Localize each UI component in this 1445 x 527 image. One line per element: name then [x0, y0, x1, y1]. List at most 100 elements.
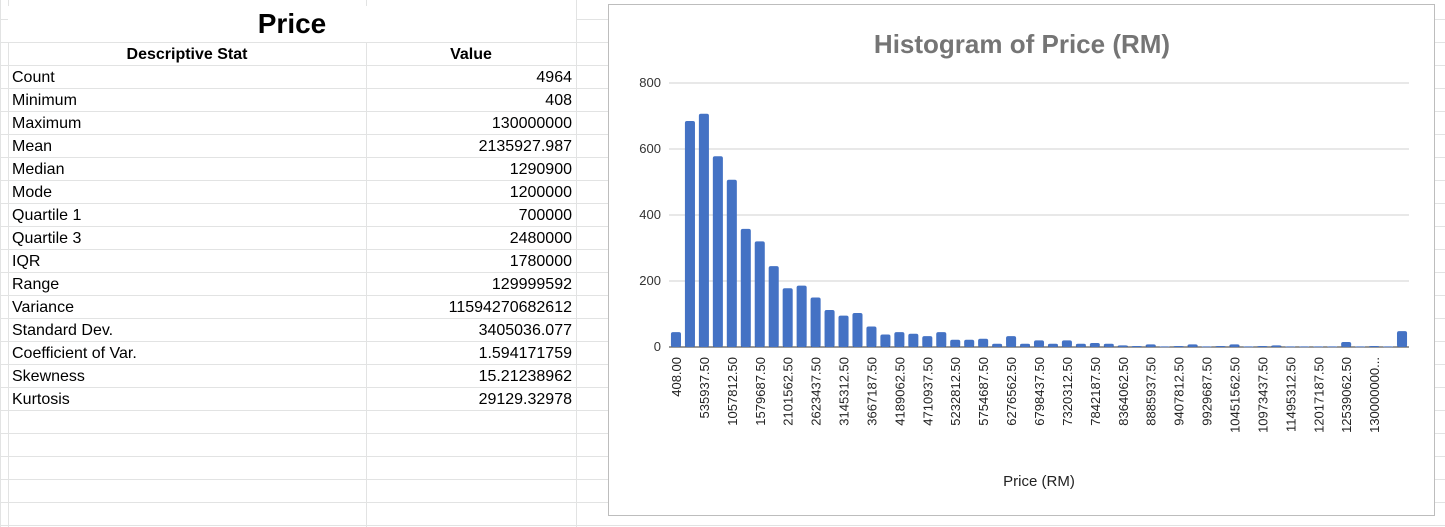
stat-value[interactable]: 1780000: [509, 253, 572, 270]
histogram-bar[interactable]: [712, 156, 723, 347]
histogram-bar[interactable]: [1369, 346, 1380, 347]
histogram-bar[interactable]: [1257, 346, 1268, 347]
histogram-bar[interactable]: [852, 313, 863, 347]
histogram-bar[interactable]: [754, 241, 765, 347]
histogram-bar[interactable]: [1355, 346, 1366, 348]
histogram-bar[interactable]: [1313, 346, 1324, 348]
histogram-bar[interactable]: [740, 228, 751, 347]
histogram-bar[interactable]: [670, 332, 681, 347]
stat-value[interactable]: 129999592: [491, 276, 572, 293]
histogram-bar[interactable]: [964, 339, 975, 347]
stat-label[interactable]: Coefficient of Var.: [12, 345, 137, 362]
histogram-bar[interactable]: [880, 334, 891, 347]
stat-label[interactable]: Median: [12, 161, 65, 178]
histogram-bar[interactable]: [1006, 336, 1017, 347]
stat-label[interactable]: Mean: [12, 138, 53, 155]
stat-label[interactable]: Standard Dev.: [12, 322, 114, 339]
stat-label[interactable]: Quartile 1: [12, 207, 82, 224]
stat-label[interactable]: Range: [12, 276, 60, 293]
histogram-bar[interactable]: [1145, 344, 1156, 347]
histogram-bar[interactable]: [1243, 346, 1254, 348]
histogram-bar[interactable]: [1033, 340, 1045, 347]
histogram-bar[interactable]: [1215, 346, 1226, 347]
histogram-bar[interactable]: [894, 332, 905, 347]
header-descriptive-stat[interactable]: Descriptive Stat: [126, 46, 248, 63]
histogram-bar[interactable]: [1299, 346, 1310, 348]
histogram-bar[interactable]: [1396, 331, 1408, 347]
histogram-bar[interactable]: [1075, 343, 1086, 347]
stat-label[interactable]: Variance: [12, 299, 74, 316]
stat-label[interactable]: Minimum: [12, 92, 77, 109]
histogram-bar[interactable]: [866, 326, 877, 347]
y-tick-label: 600: [639, 141, 661, 156]
stat-value[interactable]: 1200000: [509, 184, 572, 201]
histogram-bar[interactable]: [698, 113, 709, 347]
gridlines: [669, 82, 1409, 348]
histogram-bar[interactable]: [1061, 340, 1072, 347]
histogram-bar[interactable]: [1131, 346, 1142, 347]
histogram-bar[interactable]: [1047, 343, 1058, 347]
stat-value[interactable]: 1.594171759: [478, 345, 572, 362]
stat-value[interactable]: 700000: [518, 207, 572, 224]
histogram-bar[interactable]: [838, 315, 849, 347]
column-divider: [576, 0, 577, 527]
histogram-bar[interactable]: [978, 338, 989, 347]
histogram-bar[interactable]: [1229, 344, 1240, 347]
stat-value[interactable]: 11594270682612: [448, 299, 572, 316]
histogram-bar[interactable]: [726, 179, 737, 347]
stat-value[interactable]: 2135927.987: [478, 138, 572, 155]
x-tick-label: 9407812.50: [1172, 357, 1187, 426]
x-tick-label: 3667187.50: [864, 357, 879, 426]
stat-value[interactable]: 2480000: [509, 230, 572, 247]
histogram-bar[interactable]: [1201, 346, 1212, 348]
stat-label[interactable]: Mode: [12, 184, 53, 201]
histogram-bar[interactable]: [1383, 346, 1394, 348]
bars: [670, 113, 1408, 348]
stat-label[interactable]: Count: [12, 69, 55, 86]
histogram-bar[interactable]: [950, 339, 961, 347]
x-tick-label: 8885937.50: [1144, 357, 1159, 426]
x-tick-label: 7320312.50: [1060, 357, 1075, 426]
histogram-bar[interactable]: [908, 333, 919, 347]
histogram-bar[interactable]: [1089, 343, 1100, 347]
column-divider: [8, 0, 9, 527]
histogram-bar[interactable]: [1173, 346, 1184, 347]
histogram-bar[interactable]: [1285, 346, 1296, 348]
histogram-bar[interactable]: [824, 310, 835, 347]
stat-label[interactable]: Maximum: [12, 115, 82, 132]
histogram-bar[interactable]: [782, 288, 793, 347]
sheet-title[interactable]: Price: [8, 6, 576, 42]
stat-value[interactable]: 130000000: [491, 115, 572, 132]
x-tick-label: 8364062.50: [1116, 357, 1131, 426]
histogram-bar[interactable]: [796, 285, 807, 347]
stat-label[interactable]: Quartile 3: [12, 230, 82, 247]
stat-label[interactable]: Skewness: [12, 368, 85, 385]
stat-value[interactable]: 1290900: [509, 161, 572, 178]
x-tick-label: 10451562.50: [1227, 357, 1242, 433]
stat-value[interactable]: 15.21238962: [478, 368, 572, 385]
histogram-bar[interactable]: [1103, 343, 1114, 347]
histogram-chart[interactable]: Histogram of Price (RM) 0 200 400 600 800 40…: [608, 4, 1435, 516]
x-tick-label: 5232812.50: [948, 357, 963, 426]
stat-value[interactable]: 3405036.077: [478, 322, 572, 339]
histogram-bar[interactable]: [768, 266, 779, 347]
histogram-bar[interactable]: [1020, 343, 1031, 347]
histogram-bar[interactable]: [922, 336, 933, 347]
histogram-bar[interactable]: [810, 297, 821, 348]
histogram-bar[interactable]: [684, 120, 695, 347]
histogram-bar[interactable]: [1117, 345, 1128, 347]
histogram-bar[interactable]: [992, 343, 1003, 347]
stat-label[interactable]: IQR: [12, 253, 41, 270]
histogram-bar[interactable]: [1341, 342, 1352, 347]
stat-value[interactable]: 4964: [536, 69, 572, 86]
x-tick-label: 11495312.50: [1283, 357, 1298, 432]
histogram-bar[interactable]: [1327, 346, 1338, 348]
stat-label[interactable]: Kurtosis: [12, 391, 70, 408]
histogram-bar[interactable]: [1187, 344, 1198, 347]
stat-value[interactable]: 408: [545, 92, 572, 109]
histogram-bar[interactable]: [1159, 346, 1170, 348]
histogram-bar[interactable]: [936, 332, 947, 347]
header-value[interactable]: Value: [450, 46, 492, 63]
histogram-bar[interactable]: [1271, 345, 1282, 347]
stat-value[interactable]: 29129.32978: [478, 391, 572, 408]
